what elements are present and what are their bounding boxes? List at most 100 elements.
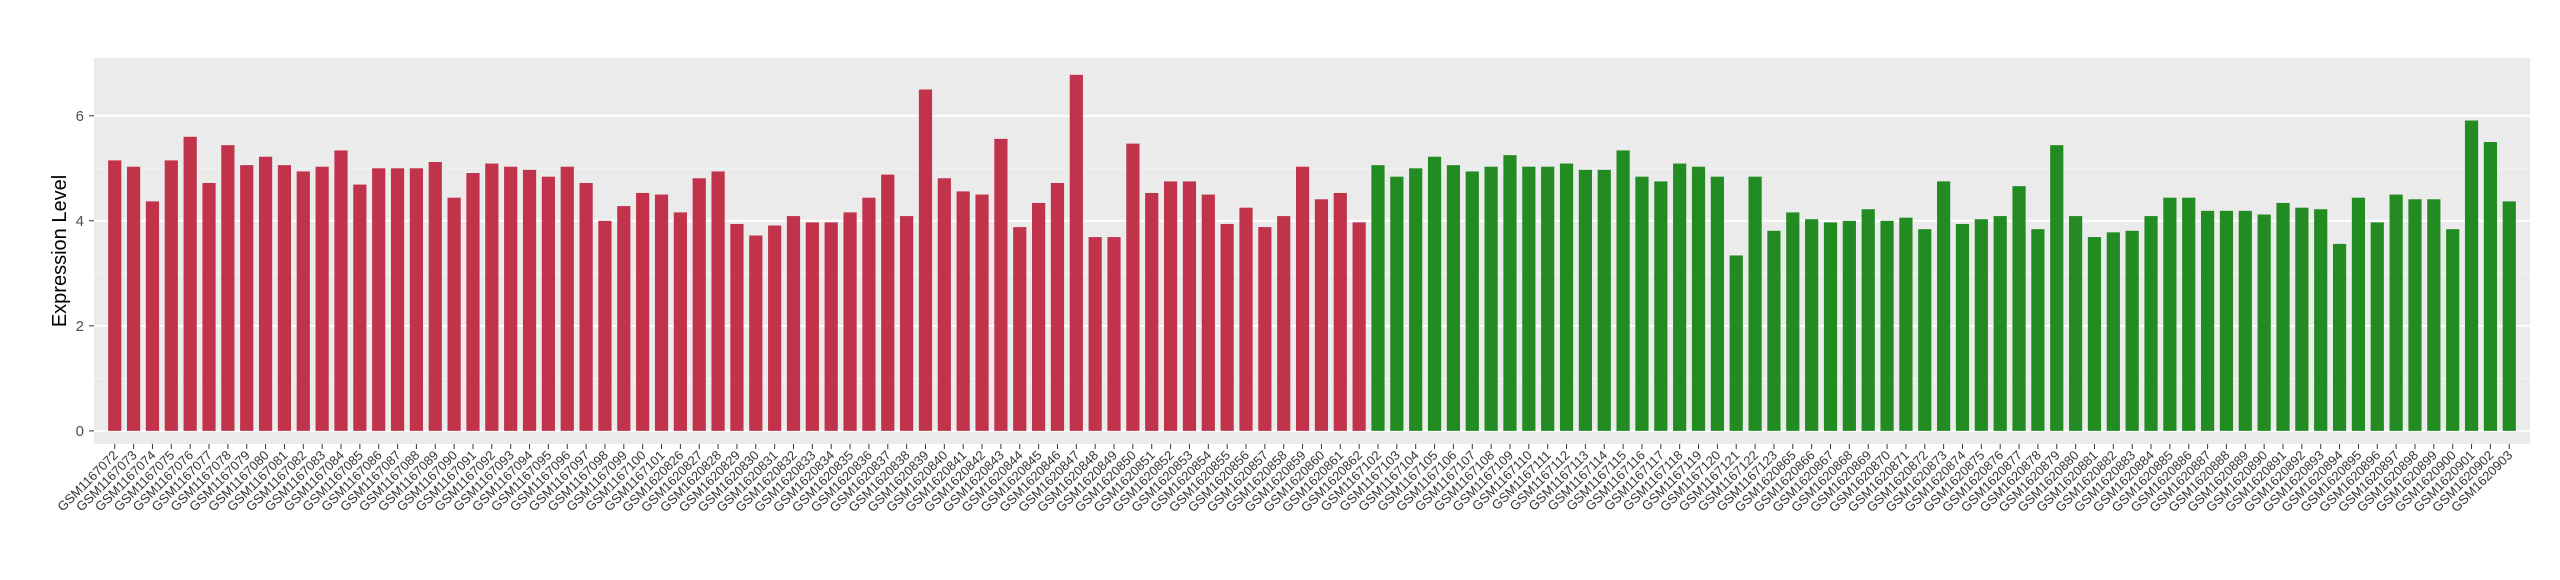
- bar: [2238, 210, 2252, 431]
- bar: [1314, 199, 1329, 431]
- bar: [240, 165, 254, 431]
- bar: [2408, 199, 2422, 431]
- bar: [1729, 255, 1743, 431]
- bar: [428, 161, 442, 431]
- bar: [711, 171, 725, 431]
- bar: [353, 184, 367, 431]
- bar: [1805, 219, 1819, 431]
- bar: [937, 178, 951, 431]
- bar: [1993, 216, 2007, 431]
- bar: [1522, 166, 1536, 431]
- bar: [862, 197, 876, 431]
- y-tick-label: 2: [76, 318, 84, 335]
- bar: [1446, 165, 1461, 431]
- bar: [2389, 194, 2403, 431]
- bar: [108, 160, 122, 431]
- y-tick-label: 6: [76, 108, 84, 125]
- bar: [1899, 217, 1913, 431]
- bar: [768, 225, 782, 431]
- bar: [1465, 171, 1479, 431]
- bar: [2031, 229, 2045, 431]
- bar: [2106, 232, 2120, 431]
- bar: [786, 216, 801, 431]
- bar: [2125, 230, 2139, 431]
- bar: [277, 165, 292, 431]
- bar: [2483, 142, 2498, 431]
- bar: [183, 136, 197, 431]
- bar: [1220, 223, 1234, 431]
- bar: [1541, 166, 1555, 431]
- bar: [258, 156, 273, 431]
- bar: [2012, 186, 2026, 431]
- bar: [1088, 237, 1102, 431]
- bar: [1126, 143, 1140, 431]
- bar: [2351, 197, 2366, 431]
- bar: [749, 235, 763, 431]
- bar: [447, 197, 461, 431]
- bar: [1277, 216, 1291, 431]
- bar: [372, 168, 386, 431]
- bar: [1616, 150, 1630, 431]
- bar: [1786, 212, 1800, 431]
- bar: [1201, 194, 1215, 431]
- bar: [956, 191, 970, 431]
- bar: [1503, 155, 1517, 431]
- bar: [900, 216, 914, 431]
- bar: [636, 192, 650, 431]
- bar: [2446, 229, 2460, 431]
- bar: [2219, 210, 2234, 431]
- y-tick-label: 0: [76, 423, 84, 440]
- bar: [1390, 176, 1404, 431]
- bar: [1333, 192, 1347, 431]
- bar: [485, 163, 499, 431]
- bar: [843, 212, 857, 431]
- bar: [2087, 237, 2102, 431]
- bar: [1842, 220, 1856, 431]
- bar: [296, 171, 310, 431]
- bar: [1974, 219, 1988, 431]
- bar: [2276, 202, 2290, 431]
- bar: [1654, 181, 1668, 431]
- bar: [2182, 197, 2196, 431]
- bar: [1239, 207, 1253, 431]
- bar: [2163, 197, 2177, 431]
- bar: [1409, 168, 1423, 431]
- bar: [202, 182, 216, 431]
- bar: [1635, 176, 1649, 431]
- bar: [145, 201, 160, 431]
- bar: [881, 174, 895, 431]
- bar: [1748, 176, 1762, 431]
- bar: [2144, 216, 2158, 431]
- bar: [1107, 237, 1121, 431]
- bar: [1918, 229, 1932, 431]
- bar: [1427, 156, 1442, 431]
- bar: [1484, 166, 1498, 431]
- bar: [805, 222, 819, 431]
- bar: [1673, 163, 1687, 431]
- bar: [1710, 176, 1724, 431]
- bar: [730, 223, 744, 431]
- bar: [1050, 182, 1065, 431]
- bar: [1182, 181, 1197, 431]
- bar: [2427, 199, 2441, 431]
- plot-panel: [94, 58, 2530, 444]
- bar: [1578, 169, 1592, 431]
- bar: [1559, 163, 1574, 431]
- bar: [2502, 201, 2516, 431]
- bar: [1163, 181, 1178, 431]
- bar: [1955, 223, 1970, 431]
- bar: [1295, 166, 1310, 431]
- bar: [1371, 165, 1385, 431]
- bar: [1013, 227, 1027, 431]
- bar: [164, 160, 178, 431]
- bar: [126, 166, 141, 431]
- bar: [692, 178, 706, 431]
- bar: [334, 150, 348, 431]
- bar: [617, 206, 631, 431]
- bar: [1258, 227, 1272, 431]
- bar: [2314, 209, 2328, 431]
- bar: [390, 168, 405, 431]
- bar: [1823, 222, 1838, 431]
